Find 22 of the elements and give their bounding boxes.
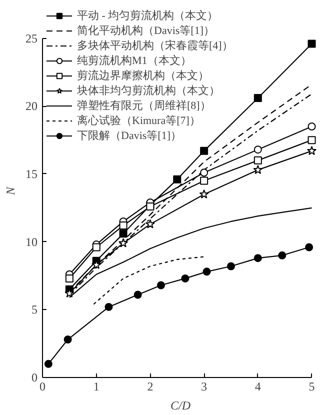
x-tick-label: 4 <box>254 380 261 394</box>
x-tick-label: 3 <box>201 380 208 394</box>
x-tick-label: 2 <box>147 380 154 394</box>
x-tick-label: 5 <box>308 380 315 394</box>
legend-label: 平动 - 均匀剪流机构（本文） <box>77 8 218 23</box>
y-tick-label: 0 <box>32 370 38 384</box>
y-tick-label: 10 <box>26 234 38 249</box>
legend-label: 下限解（Davis等[1]） <box>77 129 182 143</box>
legend-label: 块体非均匀剪流机构（本文） <box>77 84 220 98</box>
legend-label: 简化平动机构（Davis等[1]） <box>77 24 214 38</box>
x-axis-title: C/D <box>170 398 191 412</box>
legend-label: 剪流边界摩擦机构（本文） <box>77 68 209 83</box>
y-tick-label: 20 <box>26 99 38 114</box>
legend-label: 多块体平动机构（宋春霞等[4]） <box>77 38 233 53</box>
legend-label: 离心试验（Kimura等[7]） <box>77 114 200 128</box>
y-tick-label: 25 <box>26 31 38 46</box>
legend-label: 纯剪流机构M1（本文） <box>77 54 192 68</box>
y-axis-title: N <box>4 186 18 196</box>
y-tick-label: 15 <box>26 166 38 181</box>
x-tick-label: 1 <box>93 380 100 394</box>
legend-label: 弹塑性有限元（周维祥[8]） <box>77 98 211 113</box>
y-tick-label: 5 <box>32 302 38 317</box>
